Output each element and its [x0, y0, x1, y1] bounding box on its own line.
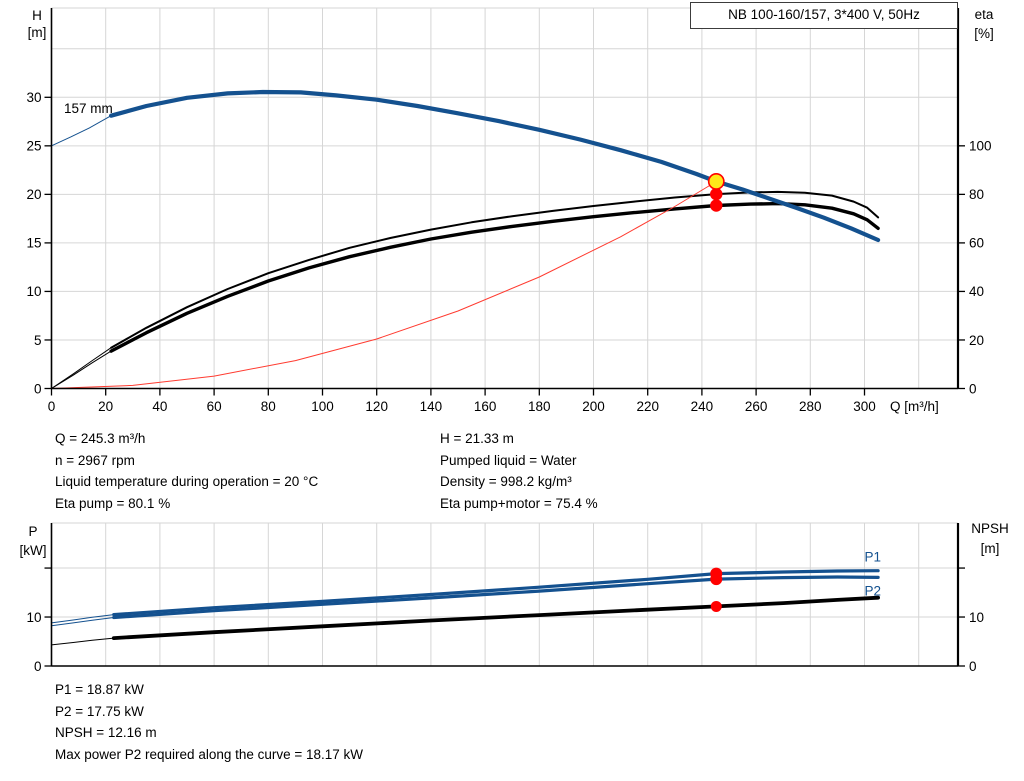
y-right-tick-label: 100: [969, 139, 992, 154]
x-tick-label: 60: [207, 399, 222, 414]
speed-value: n = 2967 rpm: [55, 452, 135, 468]
x-tick-label: 160: [474, 399, 497, 414]
y-right-tick-label: 10: [969, 610, 984, 625]
y-left-tick-label: 25: [26, 139, 41, 154]
pump-title-box: NB 100-160/157, 3*400 V, 50Hz: [690, 2, 958, 29]
y-right-axis-unit: [m]: [981, 541, 1000, 556]
pump-curve-lead-in: [51, 115, 112, 147]
eta-pump-motor-curve: [109, 201, 880, 353]
x-tick-label: 140: [420, 399, 443, 414]
y-left-tick-label: 5: [34, 333, 42, 348]
x-tick-label: 180: [528, 399, 551, 414]
y-right-tick-label: 0: [969, 381, 977, 396]
eta-pump-motor-value: Eta pump+motor = 75.4 %: [440, 495, 598, 511]
x-tick-label: 100: [311, 399, 334, 414]
eta-pump-motor-lead-in: [51, 350, 112, 389]
x-tick-label: 20: [98, 399, 113, 414]
p2-point: [710, 573, 723, 586]
y-right-tick-label: 60: [969, 236, 984, 251]
npsh-value: NPSH = 12.16 m: [55, 725, 157, 741]
liquid-temperature-value: Liquid temperature during operation = 20…: [55, 474, 319, 490]
x-tick-label: 200: [582, 399, 605, 414]
y-right-axis-title: NPSH: [971, 521, 1009, 536]
npsh-point: [710, 600, 722, 612]
y-left-tick-label: 30: [26, 90, 41, 105]
eta-pump-curve: [110, 190, 880, 349]
eta-pump-motor-point: [710, 199, 723, 212]
duty-flow-value: Q = 245.3 m³/h: [55, 431, 146, 446]
pump-curve-157mm: [109, 89, 881, 243]
system-curve: [51, 181, 717, 389]
x-axis-title: Q [m³/h]: [890, 399, 939, 414]
y-left-axis-title: P: [28, 524, 37, 539]
x-tick-label: 240: [691, 399, 714, 414]
x-tick-label: 220: [636, 399, 659, 414]
results-info: P1 = 18.87 kW P2 = 17.75 kW NPSH = 12.16…: [55, 679, 363, 765]
pumped-liquid-value: Pumped liquid = Water: [440, 452, 577, 468]
y-left-tick-label: 10: [26, 610, 41, 625]
y-right-tick-label: 20: [969, 333, 984, 348]
density-value: Density = 998.2 kg/m³: [440, 474, 572, 490]
p2-value: P2 = 17.75 kW: [55, 703, 144, 719]
y-right-axis-title: eta: [975, 7, 994, 22]
max-power-value: Max power P2 required along the curve = …: [55, 746, 364, 762]
p1-curve: [112, 569, 880, 617]
y-left-tick-label: 20: [26, 187, 41, 202]
x-tick-label: 300: [853, 399, 876, 414]
y-left-tick-label: 15: [26, 236, 41, 251]
x-tick-label: 40: [152, 399, 167, 414]
operating-point-info-left: Q = 245.3 m³/h n = 2967 rpm Liquid tempe…: [55, 428, 318, 514]
p1-curve-label: P1: [865, 550, 882, 565]
y-left-tick-label: 0: [34, 659, 42, 674]
npsh-lead-in: [51, 637, 115, 646]
x-tick-label: 280: [799, 399, 822, 414]
p2-curve-label: P2: [865, 583, 882, 598]
y-left-tick-label: 0: [34, 381, 42, 396]
y-left-axis-unit: [kW]: [20, 543, 47, 558]
y-left-axis-title: H: [32, 8, 42, 23]
y-right-axis-unit: [%]: [974, 26, 994, 41]
y-right-tick-label: 0: [969, 659, 977, 674]
operating-point-info-right: H = 21.33 m Pumped liquid = Water Densit…: [440, 428, 598, 514]
p1-lead-in: [51, 614, 115, 624]
duty-head-value: H = 21.33 m: [440, 431, 514, 446]
y-right-tick-label: 80: [969, 187, 984, 202]
npsh-curve: [111, 595, 880, 640]
impeller-diameter-label: 157 mm: [64, 101, 113, 116]
x-tick-label: 120: [365, 399, 388, 414]
p2-curve: [112, 575, 880, 620]
y-left-axis-unit: [m]: [28, 25, 47, 40]
y-left-tick-label: 10: [26, 284, 41, 299]
p1-value: P1 = 18.87 kW: [55, 682, 144, 697]
x-tick-label: 80: [261, 399, 276, 414]
duty-point-marker: [707, 173, 725, 190]
y-right-tick-label: 40: [969, 284, 984, 299]
x-tick-label: 260: [745, 399, 768, 414]
x-tick-label: 0: [48, 399, 56, 414]
eta-pump-lead-in: [51, 347, 112, 389]
eta-pump-value: Eta pump = 80.1 %: [55, 495, 171, 511]
eta-pump-point: [710, 187, 723, 201]
p2-lead-in: [51, 617, 115, 627]
